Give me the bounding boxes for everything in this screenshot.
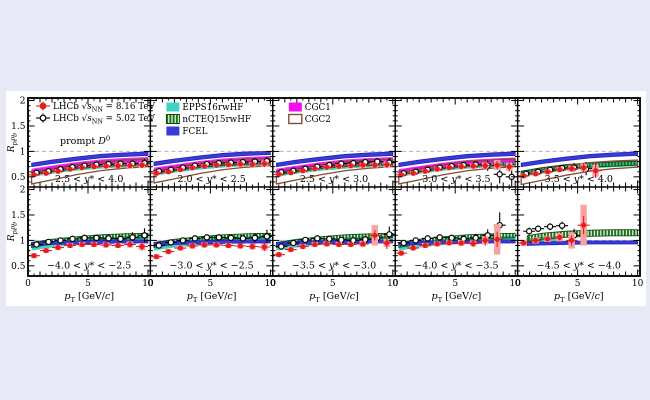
x-tick-label: 0 xyxy=(270,279,276,289)
x-tick-label: 10 xyxy=(632,279,644,289)
rapidity-range-label: 3.0 < y* < 3.5 xyxy=(422,174,490,185)
outer-frame xyxy=(27,97,641,277)
panel-b3: −3.5 < y* < −3.0 0 5 10 pT [GeV/c] xyxy=(270,186,399,304)
prompt-d0-label: prompt D0 xyxy=(60,134,110,147)
legend-label: LHCb √sNN = 5.02 TeV xyxy=(53,114,156,126)
y-tick-label: 1 xyxy=(20,147,26,157)
rapidity-range-label: −4.5 < y* < −4.0 xyxy=(537,261,621,272)
y-tick-label: 1.5 xyxy=(11,122,26,132)
y-tick-label: 2 xyxy=(20,97,26,107)
x-axis-title: pT [GeV/c] xyxy=(554,291,604,304)
x-tick-label: 10 xyxy=(509,279,521,289)
lhcb-816-marker xyxy=(36,101,50,111)
y-axis-title-top: RpPb xyxy=(7,133,19,153)
x-tick-label: 5 xyxy=(330,279,336,289)
y-tick-label: 1 xyxy=(20,236,26,246)
x-axis-title: pT [GeV/c] xyxy=(187,291,237,304)
legend-label-cgc1: CGC1 xyxy=(305,103,331,113)
legend-swatch-ncteq xyxy=(165,114,180,124)
panel-f4: 3.0 < y* < 3.5 xyxy=(394,97,519,188)
rapidity-range-label: 2.0 < y* < 2.5 xyxy=(177,174,245,185)
x-tick-label: 0 xyxy=(392,279,398,289)
legend-label-epps: EPPS16rwHF xyxy=(182,103,243,113)
panel-b4: −4.0 < y* < −3.5 0 5 10 pT [GeV/c] xyxy=(392,186,521,304)
legend-swatch-fcel xyxy=(166,126,180,136)
legend-swatch-epps xyxy=(166,102,180,112)
x-axis-title: pT [GeV/c] xyxy=(64,291,114,304)
x-tick-label: 10 xyxy=(265,279,277,289)
x-tick-label: 10 xyxy=(387,279,399,289)
panel-b5: −4.5 < y* < −4.0 0 5 10 pT [GeV/c] xyxy=(515,186,644,304)
rapidity-range-label: 2.5 < y* < 3.0 xyxy=(300,174,368,185)
legend-label: LHCb √sNN = 8.16 TeV xyxy=(53,102,156,114)
panel-f2: 2.0 < y* < 2.5 EPPS16rwHF nCTEQ15rwHF FCEL xyxy=(149,97,274,188)
rapidity-range-label: −3.5 < y* < −3.0 xyxy=(292,261,376,272)
panel-f5: 3.5 < y* < 4.0 xyxy=(516,97,641,188)
x-tick-label: 0 xyxy=(515,279,521,289)
rapidity-range-label: −4.0 < y* < −3.5 xyxy=(414,261,498,272)
panel-b2: −3.0 < y* < −2.5 0 5 10 pT [GeV/c] xyxy=(148,186,277,304)
x-tick-label: 5 xyxy=(208,279,214,289)
x-tick-label: 5 xyxy=(452,279,458,289)
y-tick-label: 0.5 xyxy=(11,173,26,183)
rpb-figure: 2.5 < y* < 4.0 LHCb √sNN = 8.16 TeV LHCb √… xyxy=(6,91,646,306)
legend-label-fcel: FCEL xyxy=(182,127,207,137)
rapidity-range-label: −4.0 < y* < −2.5 xyxy=(47,261,131,272)
x-tick-label: 0 xyxy=(25,279,31,289)
legend-swatch-cgc1 xyxy=(288,102,302,112)
rapidity-range-label: 2.5 < y* < 4.0 xyxy=(55,174,123,185)
y-tick-label: 1.5 xyxy=(11,211,26,221)
legend-label-cgc2: CGC2 xyxy=(305,115,331,125)
x-tick-label: 10 xyxy=(142,279,154,289)
legend-swatch-cgc2 xyxy=(288,113,303,125)
lhcb-502-marker xyxy=(36,113,50,123)
panel-b1: −4.0 < y* < −2.5 0.5 1 1.5 2 0 5 10 pT [GeV/c] xyxy=(11,186,154,304)
x-tick-label: 0 xyxy=(148,279,154,289)
x-tick-label: 5 xyxy=(85,279,91,289)
y-tick-label: 2 xyxy=(20,186,26,196)
x-axis-title: pT [GeV/c] xyxy=(432,291,482,304)
rapidity-range-label: 3.5 < y* < 4.0 xyxy=(545,174,613,185)
y-axis-title-bottom: RpPb xyxy=(7,222,19,242)
x-tick-label: 5 xyxy=(575,279,581,289)
panel-f3: 2.5 < y* < 3.0 CGC1 CGC2 xyxy=(272,97,396,188)
y-tick-label: 0.5 xyxy=(11,262,26,272)
legend-label-ncteq: nCTEQ15rwHF xyxy=(182,115,251,125)
x-axis-title: pT [GeV/c] xyxy=(309,291,359,304)
rapidity-range-label: −3.0 < y* < −2.5 xyxy=(169,261,253,272)
